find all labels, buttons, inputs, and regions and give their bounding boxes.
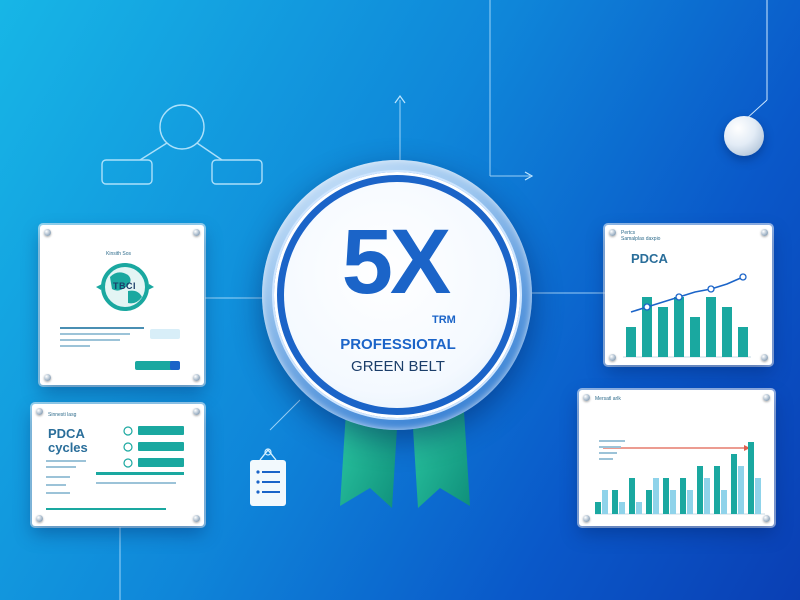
chart-reference-arrow [744,445,750,451]
grouped-bar-chart [595,440,765,515]
chart-bar [642,297,652,357]
chart-point [739,273,747,281]
chart-bar [658,307,668,357]
text-lines [46,426,184,510]
card-growth-chart: Mersatl arlk [579,390,774,526]
chart-bar [612,490,618,514]
pushpin-icon [193,229,200,236]
chart-text-line [599,440,625,442]
card-title-line1: PDCA [48,426,85,441]
chart-bar [595,502,601,514]
chart-bar [674,297,684,357]
chart-text-line [599,446,621,448]
chart-bar [706,297,716,357]
pushpin-icon [609,354,616,361]
chart-point [643,303,651,311]
pushpin-icon [193,374,200,381]
pushpin-icon [583,515,590,522]
chart-bar [690,317,700,357]
badge-headline: 5X [341,211,452,313]
chart-bar [738,327,748,357]
chart-bar [602,490,608,514]
badge-line2: GREEN BELT [351,358,445,375]
pushpin-icon [44,374,51,381]
chart-bar [704,478,710,514]
text-lines [60,327,180,370]
card-caption: Mersatl arlk [595,396,621,402]
chart-bar [748,442,754,514]
pushpin-icon [761,354,768,361]
chart-bar [629,478,635,514]
pushpin-icon [44,229,51,236]
chart-text-line [599,458,613,460]
chart-bar [626,327,636,357]
card-globe: Kinsith Sos TBCI [40,225,204,385]
chart-bar [636,502,642,514]
card-caption: Pertcs [621,230,636,236]
pushpin-icon [193,515,200,522]
chart-bar [670,490,676,514]
chart-bar [722,307,732,357]
card-pdca-cycles: Sinnesti lasg PDCA cycles [32,404,204,526]
chart-bar [619,502,625,514]
chart-bar [714,466,720,514]
card-caption: Kinsith Sos [106,251,132,257]
card-caption: Samalplas daxpio [621,236,661,242]
chart-bar [646,490,652,514]
pushpin-icon [36,515,43,522]
pushpin-icon [763,394,770,401]
pushpin-icon [36,408,43,415]
chart-text-line [599,452,617,454]
card-caption: Sinnesti lasg [48,412,77,418]
chart-bar [731,454,737,514]
chart-bar [755,478,761,514]
chart-bar [680,478,686,514]
chart-bar [721,490,727,514]
pushpin-icon [761,229,768,236]
globe-label: TBCI [113,281,136,291]
pushpin-icon [609,229,616,236]
badge-line1: PROFESSIOTAL [340,336,456,353]
clipboard-icon [250,448,286,506]
chart-bar [663,478,669,514]
chart-point [707,285,715,293]
chart-bar [738,466,744,514]
chart-title: PDCA [631,251,668,266]
badge-face [284,182,510,408]
card-pdca-chart: Pertcs Samalplas daxpio PDCA [605,225,772,365]
pdca-bar-line-chart [623,273,751,358]
chart-bar [687,490,693,514]
sphere-icon [724,116,764,156]
pushpin-icon [763,515,770,522]
globe-icon [96,263,154,311]
badge-mark: TRM [432,314,456,326]
card-title-line2: cycles [48,440,88,455]
chart-bar [697,466,703,514]
chart-point [675,293,683,301]
chart-bar [653,478,659,514]
pushpin-icon [583,394,590,401]
pushpin-icon [193,408,200,415]
